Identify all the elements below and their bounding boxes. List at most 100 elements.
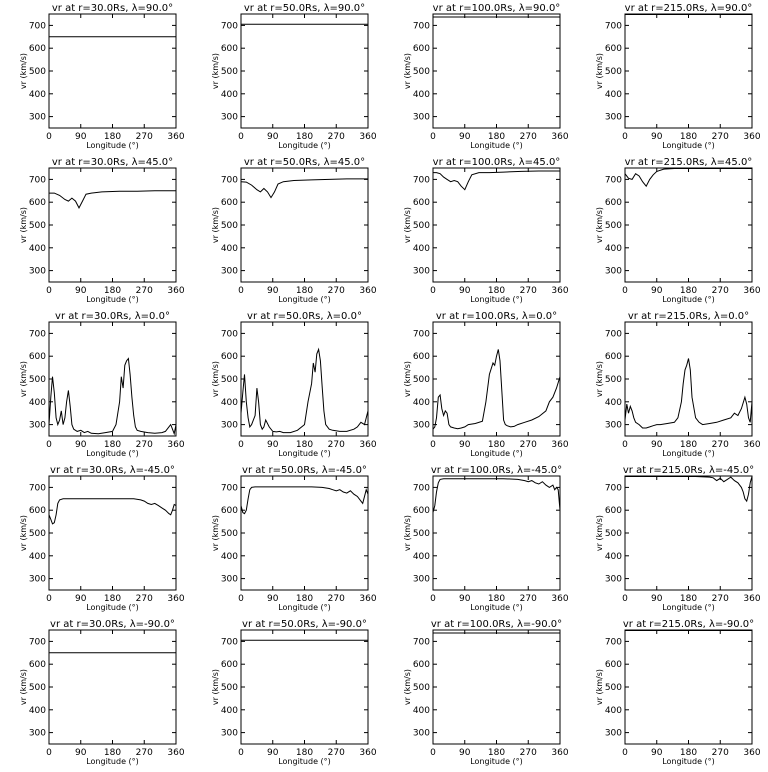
y-tick-label: 500	[413, 375, 430, 385]
x-tick-label: 360	[743, 286, 760, 296]
y-tick-label: 700	[605, 329, 622, 339]
series-line	[432, 478, 561, 513]
plot-frame	[48, 321, 177, 437]
x-axis-label: Longitude (°)	[278, 449, 331, 458]
y-tick-label: 600	[605, 198, 622, 208]
x-axis-label: Longitude (°)	[278, 603, 331, 612]
subplot-title: vr at r=30.0Rs, λ=-45.0°	[50, 465, 175, 476]
subplot-title: vr at r=215.0Rs, λ=-90.0°	[623, 619, 754, 630]
x-tick-label: 270	[328, 748, 345, 758]
y-tick-label: 400	[605, 706, 622, 716]
x-axis-label: Longitude (°)	[662, 449, 715, 458]
x-tick-label: 180	[680, 748, 697, 758]
y-tick-label: 300	[605, 267, 622, 277]
x-tick-label: 90	[75, 286, 87, 296]
series-line	[433, 170, 560, 191]
y-axis-label: vr (km/s)	[403, 207, 412, 243]
y-tick-label: 300	[413, 421, 430, 431]
y-tick-label: 300	[413, 575, 430, 585]
subplot-title: vr at r=30.0Rs, λ=45.0°	[52, 157, 173, 168]
x-axis-label: Longitude (°)	[470, 603, 523, 612]
plot-frame	[432, 13, 561, 129]
y-tick-label: 700	[221, 329, 238, 339]
y-tick-label: 700	[605, 483, 622, 493]
y-tick-label: 400	[221, 398, 238, 408]
y-tick-label: 700	[413, 483, 430, 493]
y-tick-label: 600	[221, 198, 238, 208]
x-tick-label: 180	[104, 748, 121, 758]
y-tick-label: 500	[413, 67, 430, 77]
y-tick-label: 600	[29, 44, 46, 54]
y-axis-label: vr (km/s)	[211, 361, 220, 397]
x-tick-label: 90	[459, 440, 471, 450]
x-tick-label: 0	[622, 132, 628, 142]
x-tick-label: 180	[488, 440, 505, 450]
x-tick-label: 0	[622, 594, 628, 604]
y-tick-label: 300	[413, 729, 430, 739]
y-axis-label: vr (km/s)	[19, 361, 28, 397]
series-line	[624, 168, 752, 188]
x-tick-label: 360	[167, 594, 184, 604]
y-tick-label: 400	[29, 90, 46, 100]
x-tick-label: 0	[430, 594, 436, 604]
x-axis-label: Longitude (°)	[86, 141, 139, 150]
x-tick-label: 180	[680, 286, 697, 296]
y-tick-label: 400	[221, 706, 238, 716]
y-tick-label: 500	[413, 221, 430, 231]
x-axis-label: Longitude (°)	[86, 603, 139, 612]
x-tick-label: 270	[136, 286, 153, 296]
y-tick-label: 500	[413, 683, 430, 693]
plot-frame	[48, 13, 177, 129]
x-tick-label: 90	[459, 748, 471, 758]
subplot-4-1: vr at r=30.0Rs, λ=-45.0° 0 90 180 270 360 300 4…	[19, 465, 185, 612]
subplot-1-3: vr at r=100.0Rs, λ=90.0° 0 90 180 270 360 300 4…	[403, 3, 569, 150]
plot-frame	[432, 629, 561, 745]
x-tick-label: 180	[296, 594, 313, 604]
x-tick-label: 180	[104, 440, 121, 450]
x-axis-label: Longitude (°)	[662, 295, 715, 304]
x-axis-label: Longitude (°)	[470, 757, 523, 766]
y-axis-label: vr (km/s)	[403, 669, 412, 705]
x-tick-label: 270	[328, 594, 345, 604]
x-axis-label: Longitude (°)	[662, 757, 715, 766]
y-tick-label: 600	[605, 660, 622, 670]
y-tick-label: 400	[29, 398, 46, 408]
x-tick-label: 90	[651, 594, 663, 604]
x-axis-label: Longitude (°)	[470, 295, 523, 304]
x-tick-label: 90	[651, 286, 663, 296]
plot-frame	[624, 167, 753, 283]
series-line	[48, 357, 177, 436]
y-tick-label: 600	[413, 660, 430, 670]
y-axis-label: vr (km/s)	[211, 53, 220, 89]
subplot-title: vr at r=100.0Rs, λ=-45.0°	[431, 465, 562, 476]
y-tick-label: 300	[29, 267, 46, 277]
plot-frame	[624, 321, 753, 437]
y-tick-label: 500	[29, 67, 46, 77]
x-tick-label: 0	[46, 440, 52, 450]
x-tick-label: 270	[136, 748, 153, 758]
y-tick-label: 700	[221, 483, 238, 493]
x-tick-label: 360	[551, 440, 568, 450]
subplot-3-2: vr at r=50.0Rs, λ=0.0° 0 90 180 270 360 300 400…	[211, 311, 377, 458]
y-tick-label: 400	[605, 244, 622, 254]
y-axis-label: vr (km/s)	[595, 207, 604, 243]
y-tick-label: 500	[605, 529, 622, 539]
x-tick-label: 90	[75, 748, 87, 758]
x-tick-label: 0	[46, 594, 52, 604]
x-axis-label: Longitude (°)	[662, 141, 715, 150]
x-tick-label: 360	[743, 132, 760, 142]
x-tick-label: 270	[136, 594, 153, 604]
subplot-5-2: vr at r=50.0Rs, λ=-90.0° 0 90 180 270 360 300 4…	[211, 619, 377, 766]
y-tick-label: 300	[605, 421, 622, 431]
y-tick-label: 400	[221, 552, 238, 562]
y-tick-label: 500	[221, 375, 238, 385]
x-tick-label: 270	[712, 440, 729, 450]
y-tick-label: 700	[29, 637, 46, 647]
subplot-title: vr at r=30.0Rs, λ=0.0°	[55, 311, 170, 322]
subplot-title: vr at r=30.0Rs, λ=90.0°	[52, 3, 173, 14]
y-tick-label: 300	[221, 575, 238, 585]
subplot-title: vr at r=50.0Rs, λ=-90.0°	[242, 619, 367, 630]
y-axis-label: vr (km/s)	[211, 207, 220, 243]
series-line	[624, 358, 753, 429]
y-tick-label: 600	[221, 506, 238, 516]
